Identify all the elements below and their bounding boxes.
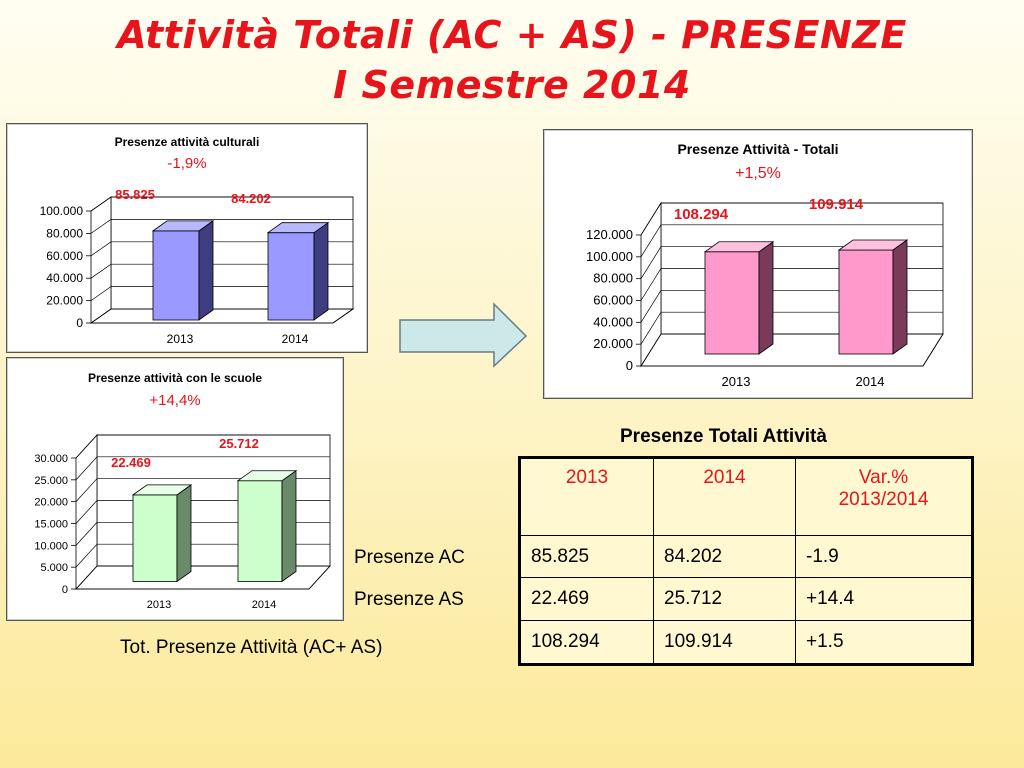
gridline [90,219,353,234]
totals-table: 2013 2014 Var.% 2013/2014 85.825 84.202 … [518,456,974,666]
bar-top [236,470,298,482]
row-label-ac: Presenze AC [354,547,465,568]
y-tick-label: 100.000 [586,249,633,264]
title-line-1: Attività Totali (AC + AS) - PRESENZE [117,13,907,57]
row-label-total: Tot. Presenze Attività (AC+ AS) [120,637,383,658]
y-tick-label: 40.000 [593,314,633,329]
chart-scuole-svg: Presenze attività con le scuole +14,4% 0 5.… [34,371,331,611]
x-tick-label: 2014 [282,332,309,346]
bar-side [281,469,297,583]
chart-subtitle: +14,4% [149,392,200,409]
header-var: Var.% 2013/2014 [795,457,973,536]
chart-floor-edge [91,308,354,324]
right-arrow-icon [399,302,528,368]
bar-top [151,220,215,232]
gridline [90,196,353,212]
gridline [75,434,330,459]
y-tick-label: 20.000 [46,294,83,308]
bar [267,232,315,321]
y-tick-label: 80.000 [46,226,83,240]
gridline [640,224,943,258]
x-tick-label: 2014 [252,599,276,611]
row-label-as: Presenze AS [354,589,464,610]
y-tick-label: 60.000 [46,249,83,263]
x-tick-label: 2013 [147,599,171,611]
x-tick-label: 2014 [856,374,885,389]
y-tick-label: 30.000 [34,453,68,465]
table-cell: 109.914 [653,619,796,666]
bar-top [703,241,775,253]
y-tick-label: 80.000 [593,271,633,286]
table-cell: 25.712 [653,577,796,621]
data-label: 84.202 [231,191,271,206]
y-tick-label: 5.000 [40,562,68,574]
title-line-2: I Semestre 2014 [333,63,691,107]
gridline [75,456,330,481]
chart-side-wall [90,196,112,324]
bar-side [313,221,329,321]
chart-totali: Presenze Attività - Totali +1,5% 0 20.000 40… [543,129,973,399]
data-label: 108.294 [674,206,729,223]
data-label: 22.469 [111,455,151,470]
data-label: 109.914 [809,196,864,213]
table-cell: -1.9 [795,534,973,579]
bar [838,249,894,355]
chart-culturali: Presenze attività culturali -1,9% 0 20.000 4… [6,123,368,353]
data-label: 85.825 [115,187,155,202]
y-tick-label: 100.000 [40,204,84,218]
bar-top [131,484,193,496]
y-tick-label: 0 [76,316,83,330]
table-cell: 84.202 [653,534,796,579]
table-row: 108.294 109.914 +1.5 [519,619,973,666]
chart-totali-svg: Presenze Attività - Totali +1,5% 0 20.000 40… [586,141,944,389]
table-row: 85.825 84.202 -1.9 [519,534,973,579]
chart-title: Presenze attività culturali [115,135,260,149]
bar-side [892,239,908,355]
bar [237,480,283,582]
bar [704,251,760,355]
chart-subtitle: +1,5% [735,165,781,182]
y-tick-label: 20.000 [34,497,68,509]
header-2013: 2013 [519,457,654,536]
x-tick-label: 2013 [167,332,194,346]
table-cell: 108.294 [519,619,654,666]
table-cell: 85.825 [519,534,654,579]
y-tick-label: 20.000 [593,336,633,351]
table-header-row: 2013 2014 Var.% 2013/2014 [519,457,973,536]
slide-title: Attività Totali (AC + AS) - PRESENZE I S… [0,10,1024,110]
table-cell: +14.4 [795,577,973,621]
table-cell: +1.5 [795,619,973,666]
header-2014: 2014 [653,457,796,536]
bar-top [266,222,330,234]
y-tick-label: 60.000 [593,293,633,308]
y-tick-label: 0 [62,584,68,596]
y-tick-label: 15.000 [34,519,68,531]
y-tick-label: 0 [626,358,633,373]
table-cell: 22.469 [519,577,654,621]
bar-side [758,241,774,355]
chart-floor-edge [641,333,944,367]
y-tick-label: 40.000 [46,271,83,285]
y-tick-label: 10.000 [34,540,68,552]
x-tick-label: 2013 [722,374,751,389]
bar-top [837,239,909,251]
data-label: 25.712 [219,436,259,451]
y-tick-label: 120.000 [586,227,633,242]
bar-side [176,484,192,583]
chart-title: Presenze attività con le scuole [88,371,262,385]
bar-side [198,220,214,321]
table-row: 22.469 25.712 +14.4 [519,577,973,621]
bar [132,494,178,582]
y-tick-label: 25.000 [34,475,68,487]
chart-subtitle: -1,9% [167,155,206,172]
gridline [640,202,943,236]
chart-title: Presenze Attività - Totali [677,141,838,157]
table-caption: Presenze Totali Attività [620,426,827,447]
chart-floor-edge [76,565,331,590]
chart-scuole: Presenze attività con le scuole +14,4% 0 5.… [6,357,344,621]
chart-culturali-svg: Presenze attività culturali -1,9% 0 20.000 4… [40,135,355,346]
bar [152,230,200,321]
